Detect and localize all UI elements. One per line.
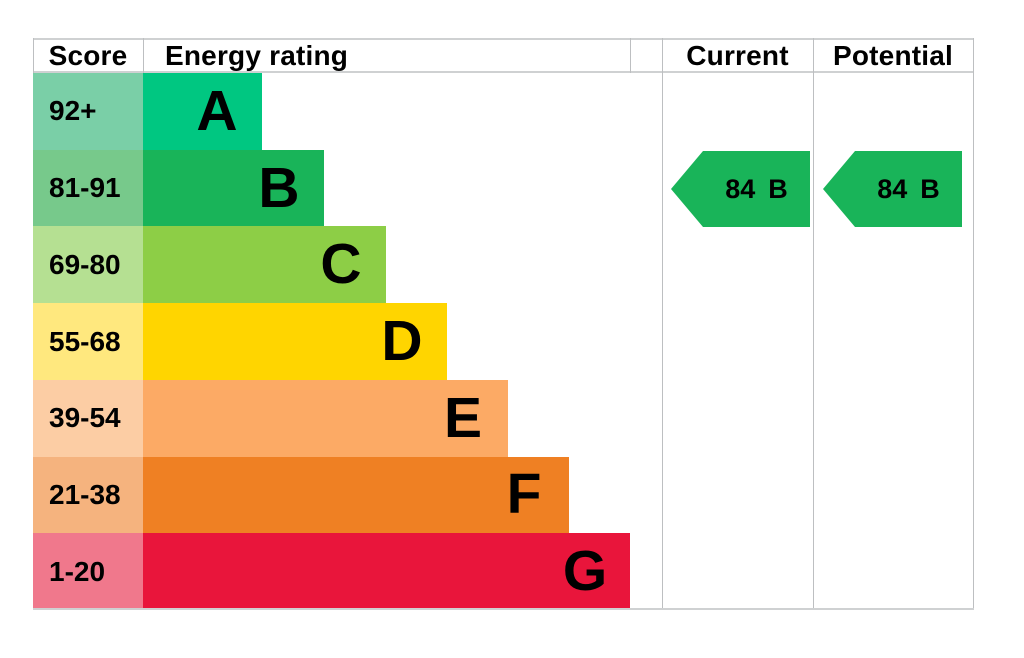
band-rows: 92+ A 81-91 B 69-80 C 55-68 D 39-54 E 21… <box>33 73 974 611</box>
band-row-e: 39-54 E <box>33 379 974 457</box>
rating-band-bar-f: F <box>143 456 569 534</box>
rating-band-bar-e: E <box>143 379 508 457</box>
score-range-label: 92+ <box>33 73 143 150</box>
score-range-label: 21-38 <box>33 456 143 534</box>
rating-band-bar-a: A <box>143 73 262 150</box>
header-potential-label: Potential <box>832 39 954 71</box>
divider-line-top <box>33 38 974 40</box>
potential-rating-text: 84 B <box>855 151 962 227</box>
rating-letter: E <box>443 385 483 450</box>
rating-band-bar-b: B <box>143 149 324 227</box>
rating-band-bar-c: C <box>143 226 386 304</box>
divider-line-score-rating <box>143 38 144 73</box>
score-range-label: 55-68 <box>33 303 143 380</box>
divider-line-rating-end <box>630 38 631 73</box>
band-row-f: 21-38 F <box>33 456 974 534</box>
current-rating-arrow: 84 B <box>671 151 810 227</box>
score-range-label: 81-91 <box>33 149 143 227</box>
rating-letter: B <box>258 155 300 220</box>
score-range-label: 69-80 <box>33 226 143 304</box>
divider-line-current-left <box>662 38 663 608</box>
divider-line-potential-left <box>813 38 814 608</box>
potential-rating-arrow: 84 B <box>823 151 962 227</box>
header-energy-rating-label: Energy rating <box>165 39 349 71</box>
rating-band-bar-g: G <box>143 533 630 611</box>
band-row-c: 69-80 C <box>33 226 974 304</box>
divider-line-header-bottom <box>33 71 974 73</box>
header-score-label: Score <box>48 39 128 71</box>
arrow-rating-letter: B <box>920 173 940 204</box>
arrow-shape <box>823 151 962 227</box>
header-current-label: Current <box>686 39 789 71</box>
band-row-b: 81-91 B <box>33 149 974 227</box>
band-row-d: 55-68 D <box>33 303 974 380</box>
rating-letter: A <box>196 78 238 143</box>
rating-letter: F <box>506 462 542 527</box>
arrow-score-value: 84 <box>877 173 908 204</box>
rating-letter: G <box>562 539 608 604</box>
rating-letter: C <box>320 232 362 297</box>
rating-band-bar-d: D <box>143 303 447 380</box>
arrow-rating-letter: B <box>768 173 788 204</box>
divider-line-right <box>973 38 974 608</box>
arrow-score-value: 84 <box>725 173 756 204</box>
rating-letter: D <box>381 309 423 374</box>
header-row: Score Energy rating Current Potential <box>33 38 974 73</box>
score-range-label: 1-20 <box>33 533 143 611</box>
band-row-g: 1-20 G <box>33 533 974 611</box>
current-rating-text: 84 B <box>703 151 810 227</box>
divider-line-left <box>33 38 34 73</box>
band-row-a: 92+ A <box>33 73 974 150</box>
score-range-label: 39-54 <box>33 379 143 457</box>
arrow-shape <box>671 151 810 227</box>
divider-line-bottom <box>33 608 974 610</box>
epc-graph: Score Energy rating Current Potential 92… <box>33 38 974 611</box>
